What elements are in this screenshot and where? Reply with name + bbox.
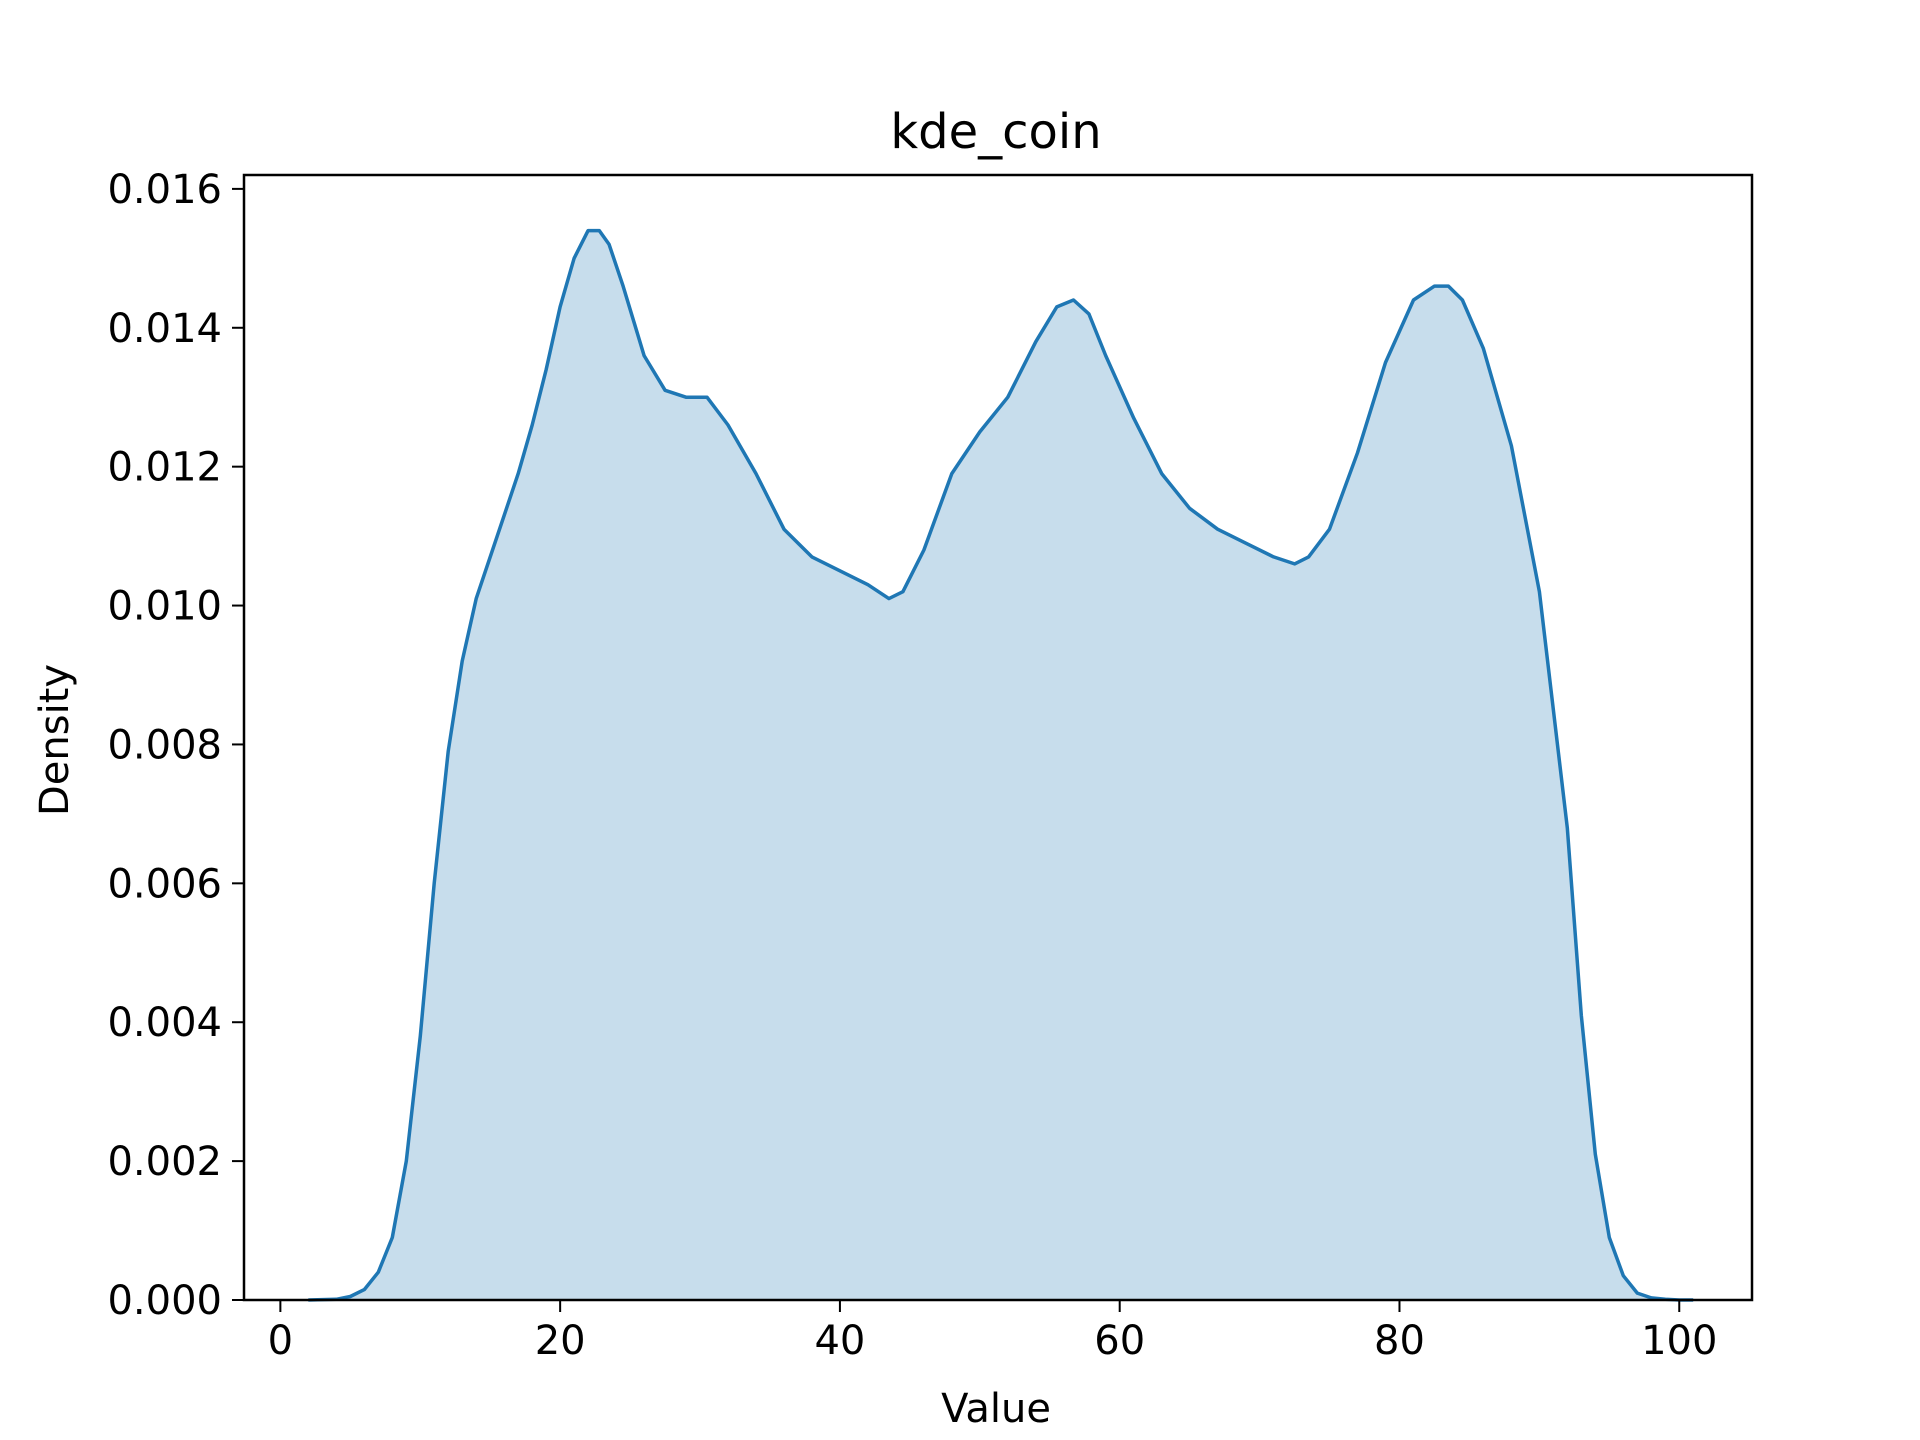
y-tick-label: 0.000 xyxy=(107,1278,222,1324)
y-tick-label: 0.006 xyxy=(107,861,222,907)
y-tick-label: 0.014 xyxy=(107,306,222,352)
plot-area xyxy=(308,228,1694,1302)
y-tick-label: 0.010 xyxy=(107,584,222,630)
x-tick-label: 0 xyxy=(268,1318,293,1364)
y-axis-label: Density xyxy=(32,664,78,816)
y-tick-label: 0.002 xyxy=(107,1139,222,1185)
x-tick-label: 40 xyxy=(814,1318,865,1364)
x-axis-label: Value xyxy=(941,1386,1051,1432)
y-tick-label: 0.008 xyxy=(107,722,222,768)
chart-title: kde_coin xyxy=(890,104,1101,160)
x-tick-label: 80 xyxy=(1374,1318,1425,1364)
x-tick-label: 60 xyxy=(1094,1318,1145,1364)
x-tick-label: 20 xyxy=(535,1318,586,1364)
y-tick-label: 0.012 xyxy=(107,445,222,491)
y-tick-label: 0.016 xyxy=(107,167,222,213)
y-axis: 0.000 0.002 0.004 0.006 0.008 0.010 0.012 0.014… xyxy=(107,167,244,1324)
density-line xyxy=(308,228,1694,1302)
x-tick-label: 100 xyxy=(1641,1318,1717,1364)
x-axis: 0 20 40 60 80 100 xyxy=(268,1300,1717,1364)
density-fill-area xyxy=(308,230,1694,1301)
y-tick-label: 0.004 xyxy=(107,1000,222,1046)
axes-frame xyxy=(242,173,1754,1302)
